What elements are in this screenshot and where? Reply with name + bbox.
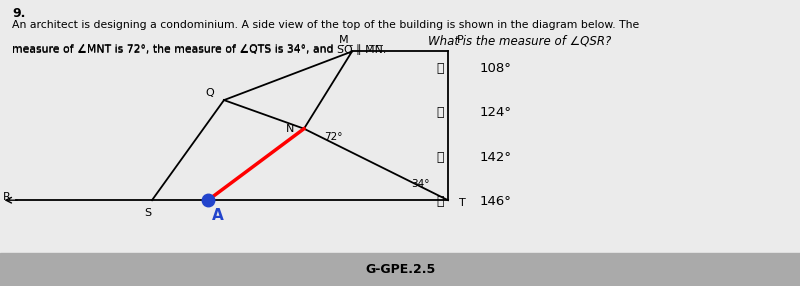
- Text: G-GPE.2.5: G-GPE.2.5: [365, 263, 435, 276]
- Text: 34°: 34°: [410, 179, 430, 189]
- Text: Ⓐ: Ⓐ: [436, 62, 443, 75]
- Text: P: P: [457, 35, 463, 45]
- Text: M: M: [339, 35, 349, 45]
- Text: T: T: [459, 198, 466, 208]
- Text: What is the measure of ∠QSR?: What is the measure of ∠QSR?: [428, 34, 611, 47]
- Text: Ⓑ: Ⓑ: [436, 106, 443, 120]
- Text: measure of ∠MNT is 72°, the measure of ∠QTS is 34°, and: measure of ∠MNT is 72°, the measure of ∠…: [12, 44, 337, 54]
- Text: 72°: 72°: [324, 132, 342, 142]
- Text: 142°: 142°: [480, 151, 512, 164]
- Text: Ⓓ: Ⓓ: [436, 195, 443, 208]
- Text: S: S: [145, 208, 151, 218]
- Text: measure of ∠MNT is 72°, the measure of ∠QTS is 34°, and S̅Q̅ ∥ M̅N̅.: measure of ∠MNT is 72°, the measure of ∠…: [12, 44, 386, 55]
- Text: N: N: [286, 124, 294, 134]
- Bar: [0, 253, 800, 286]
- Text: 146°: 146°: [480, 195, 512, 208]
- Text: An architect is designing a condominium. A side view of the top of the building : An architect is designing a condominium.…: [12, 20, 639, 30]
- Text: 124°: 124°: [480, 106, 512, 120]
- Text: Q: Q: [206, 88, 214, 98]
- Text: R: R: [2, 192, 10, 202]
- Text: Ⓒ: Ⓒ: [436, 151, 443, 164]
- Text: 108°: 108°: [480, 62, 512, 75]
- Text: 9.: 9.: [12, 7, 26, 20]
- Text: A: A: [212, 208, 223, 223]
